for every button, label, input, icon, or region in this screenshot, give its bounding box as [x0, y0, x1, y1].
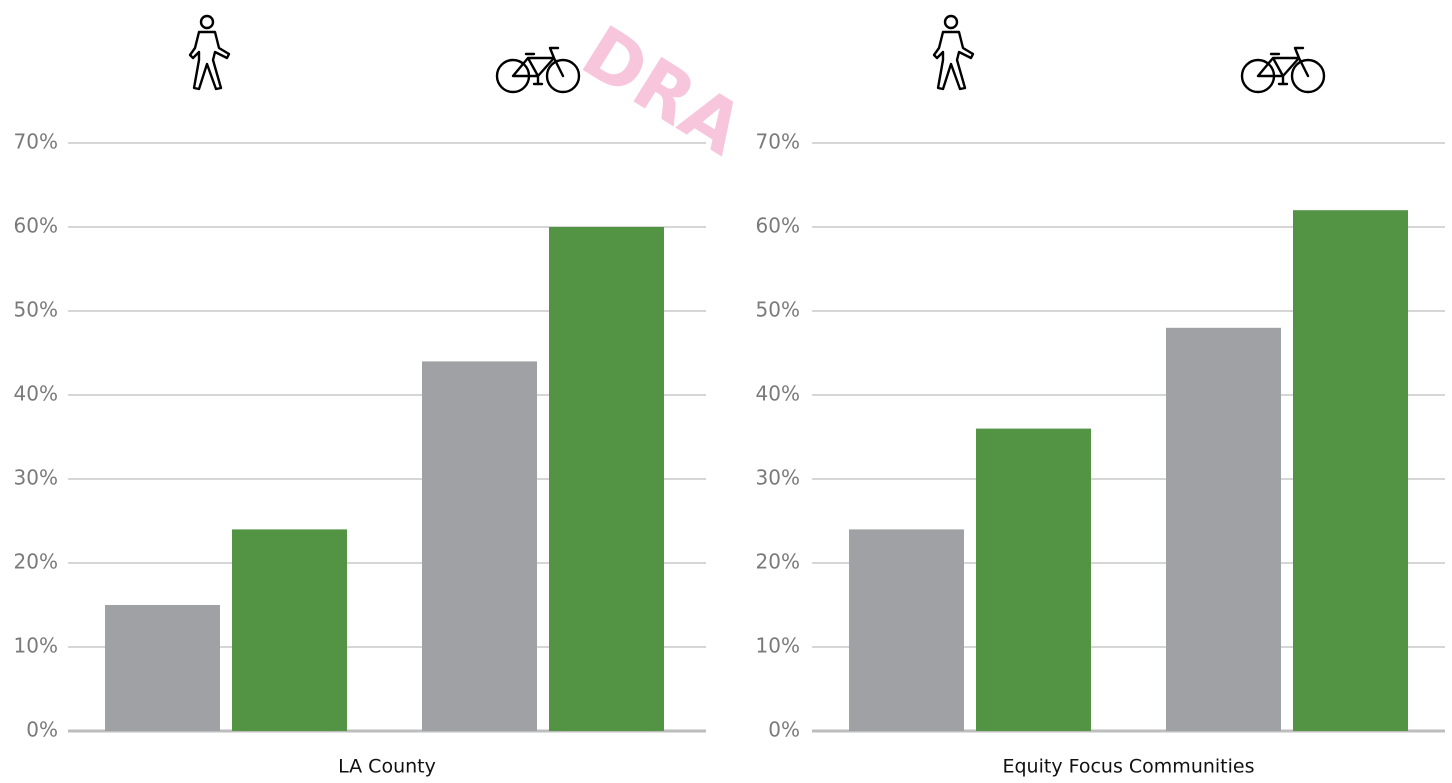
bar	[849, 529, 964, 731]
bar	[1166, 327, 1281, 731]
y-tick-label: 30%	[756, 466, 800, 490]
bar	[549, 227, 664, 731]
walk-icon	[932, 14, 975, 91]
bar	[1293, 210, 1408, 731]
y-tick-label: 30%	[14, 466, 58, 490]
bar	[422, 361, 537, 731]
y-tick-label: 60%	[14, 214, 58, 238]
bike-icon	[495, 46, 581, 94]
y-tick-label: 10%	[14, 634, 58, 658]
watermark: DRA	[568, 9, 758, 171]
y-tick-label: 40%	[14, 382, 58, 406]
y-tick-label: 70%	[756, 130, 800, 154]
y-tick-label: 20%	[756, 550, 800, 574]
y-tick-label: 40%	[756, 382, 800, 406]
bike-icon	[1240, 46, 1326, 94]
bar	[232, 529, 347, 731]
bar	[976, 428, 1091, 731]
y-tick-label: 50%	[756, 298, 800, 322]
y-tick-label: 0%	[768, 718, 800, 742]
bar	[105, 605, 220, 731]
walk-icon	[188, 14, 231, 91]
y-tick-label: 50%	[14, 298, 58, 322]
y-tick-label: 70%	[14, 130, 58, 154]
x-axis-label: LA County	[338, 756, 436, 778]
y-tick-label: 60%	[756, 214, 800, 238]
y-tick-label: 10%	[756, 634, 800, 658]
x-axis-label: Equity Focus Communities	[1002, 756, 1254, 778]
y-tick-label: 0%	[26, 718, 58, 742]
y-tick-label: 20%	[14, 550, 58, 574]
